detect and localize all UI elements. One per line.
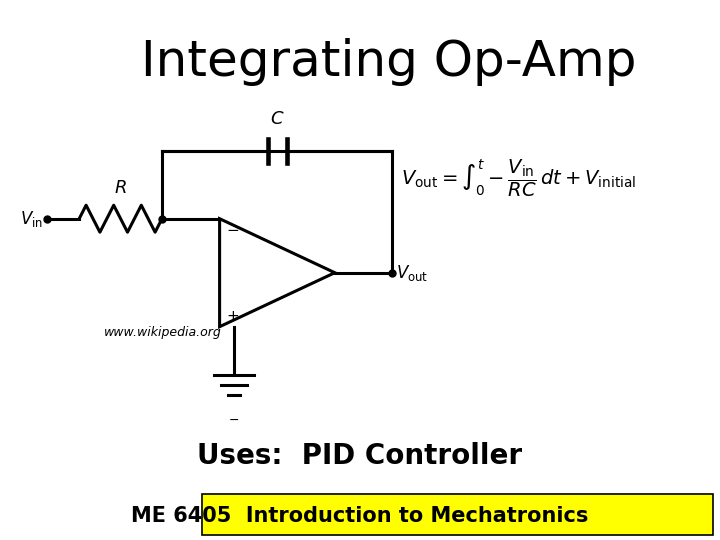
- Text: www.wikipedia.org: www.wikipedia.org: [104, 326, 222, 339]
- Text: $-$: $-$: [226, 221, 239, 236]
- Text: $V_{\mathrm{out}} = \int_0^t -\dfrac{V_{\mathrm{in}}}{RC}\,dt + V_{\mathrm{initi: $V_{\mathrm{out}} = \int_0^t -\dfrac{V_{…: [401, 157, 636, 199]
- Bar: [202, 494, 713, 535]
- Text: Uses:  PID Controller: Uses: PID Controller: [197, 442, 523, 470]
- Text: $+$: $+$: [226, 309, 239, 325]
- Text: $-$: $-$: [228, 413, 240, 426]
- Text: $V_{\mathrm{in}}$: $V_{\mathrm{in}}$: [20, 208, 43, 229]
- Text: ME 6405  Introduction to Mechatronics: ME 6405 Introduction to Mechatronics: [131, 505, 589, 526]
- Text: Integrating Op-Amp: Integrating Op-Amp: [141, 38, 636, 86]
- Text: $C$: $C$: [270, 110, 284, 128]
- Text: $V_{\mathrm{out}}$: $V_{\mathrm{out}}$: [396, 262, 428, 283]
- Text: $R$: $R$: [114, 179, 127, 197]
